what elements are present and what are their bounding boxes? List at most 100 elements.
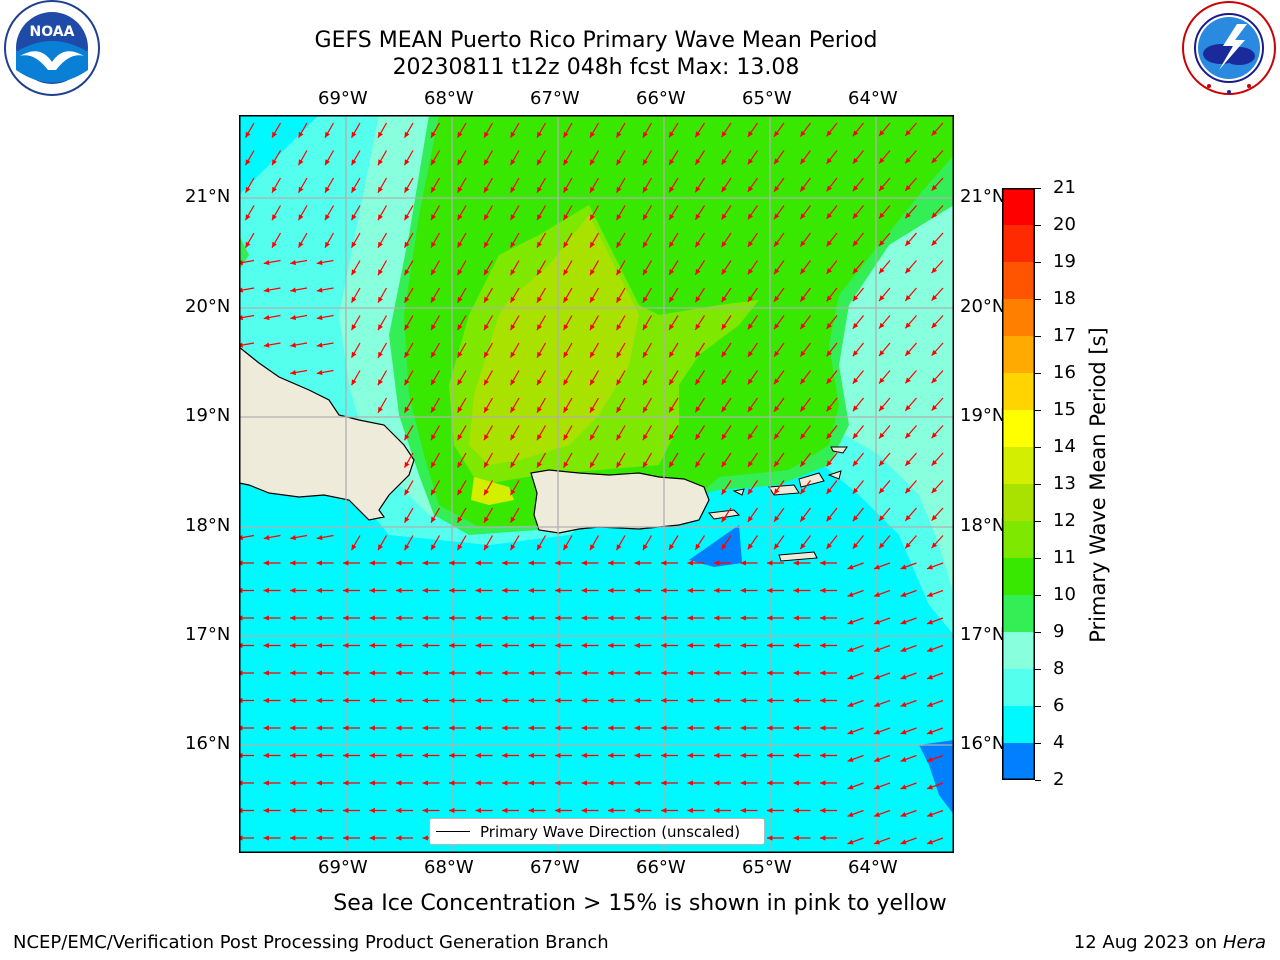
wave-arrow-head: [378, 131, 383, 138]
wave-arrow-head: [396, 615, 402, 621]
wave-arrow-head: [475, 697, 481, 704]
colorbar-tick-label: 12: [1053, 510, 1076, 531]
wave-arrow-head: [669, 241, 675, 248]
wave-arrow-head: [316, 587, 322, 594]
wave-arrow-head: [931, 322, 938, 329]
wave-arrow-head: [634, 615, 640, 621]
wave-arrow-head: [905, 405, 911, 411]
wave-arrow-head: [563, 461, 569, 468]
wave-arrow-head: [484, 434, 489, 441]
wave-arrow-head: [272, 131, 277, 138]
lat-label-right-16n: 16°N: [960, 733, 1006, 754]
wave-arrow-head: [590, 296, 595, 303]
wave-arrow-head: [793, 697, 799, 704]
wave-arrow-head: [510, 544, 516, 551]
colorbar-segment: [1002, 225, 1035, 263]
colorbar-segment: [1002, 373, 1035, 411]
colorbar-tick-mark: [1035, 447, 1041, 448]
colorbar-tick-label: 21: [1053, 177, 1076, 198]
wave-arrow-head: [484, 489, 489, 496]
wave-arrow-head: [484, 241, 489, 248]
wave-arrow-head: [422, 697, 428, 704]
wave-arrow-head: [826, 185, 832, 192]
wave-arrow-head: [449, 560, 455, 566]
wave-arrow-head: [714, 615, 720, 621]
lon-label-top-67w: 67°W: [530, 88, 580, 109]
wave-arrow-head: [879, 295, 885, 302]
wave-arrow-head: [369, 725, 375, 731]
wave-arrow-head: [290, 725, 296, 731]
wave-arrow-head: [343, 697, 349, 704]
wave-arrow-head: [290, 342, 297, 348]
wave-arrow-head: [475, 752, 481, 759]
colorbar-tick-label: 9: [1053, 621, 1065, 642]
wave-arrow-head: [800, 405, 806, 412]
wave-arrow-head: [879, 322, 885, 329]
wave-arrow-head: [378, 379, 383, 386]
wave-arrow-head: [826, 130, 832, 137]
wave-arrow-head: [774, 295, 780, 302]
wave-arrow-head: [502, 725, 508, 731]
wave-arrow-head: [457, 324, 463, 331]
wave-arrow-head: [449, 615, 455, 621]
wave-arrow-head: [537, 461, 542, 468]
wave-arrow-head: [852, 377, 859, 384]
wave-arrow-head: [774, 323, 780, 330]
wave-arrow-head: [826, 350, 832, 357]
wave-arrow-head: [687, 697, 693, 704]
wave-arrow-head: [351, 131, 357, 138]
colorbar-segment: [1002, 521, 1035, 559]
wave-arrow-head: [537, 241, 542, 248]
colorbar-segment: [1002, 336, 1035, 374]
wave-arrow-head: [510, 296, 516, 303]
wave-arrow-head: [820, 752, 826, 759]
wave-arrow-head: [879, 405, 885, 412]
wave-arrow-head: [879, 185, 885, 192]
wave-arrow-head: [800, 350, 806, 357]
wave-arrow-head: [555, 587, 561, 594]
sea-ice-caption: Sea Ice Concentration > 15% is shown in …: [333, 891, 947, 916]
wave-arrow-head: [826, 240, 832, 247]
wave-arrow-head: [852, 267, 859, 274]
wave-arrow-head: [740, 560, 746, 566]
wave-arrow-head: [847, 729, 854, 735]
wave-arrow-head: [263, 780, 269, 786]
wave-arrow-head: [826, 295, 832, 302]
wave-arrow-head: [422, 642, 428, 649]
lon-label-bottom-66w: 66°W: [636, 857, 686, 878]
wave-arrow-head: [396, 642, 402, 649]
wave-arrow-head: [457, 159, 463, 166]
wave-arrow-head: [642, 186, 648, 193]
wave-arrow-head: [774, 515, 780, 522]
wave-arrow-head: [581, 615, 587, 621]
wave-arrow-head: [740, 587, 746, 594]
wave-arrow-head: [879, 515, 885, 522]
wave-arrow-head: [905, 212, 911, 219]
wave-arrow-head: [431, 241, 436, 248]
wave-arrow-head: [852, 240, 859, 247]
wave-arrow-head: [369, 560, 375, 566]
wave-arrow-head: [800, 543, 806, 550]
lat-label-left-20n: 20°N: [185, 296, 231, 317]
wave-arrow-head: [510, 434, 516, 441]
wave-arrow-head: [290, 587, 296, 594]
wave-arrow-head: [298, 159, 304, 166]
wave-arrow-head: [484, 159, 489, 166]
wave-arrow-head: [900, 674, 907, 680]
wave-arrow-head: [826, 268, 832, 274]
wave-arrow-head: [590, 159, 595, 166]
wave-arrow-head: [343, 587, 349, 594]
wave-arrow-head: [484, 461, 489, 468]
wave-arrow-head: [847, 702, 854, 707]
wave-arrow-head: [528, 697, 534, 704]
wave-arrow-head: [555, 807, 561, 814]
wave-arrow-head: [669, 296, 675, 303]
wave-arrow-head: [874, 729, 880, 735]
wave-arrow-head: [695, 131, 701, 138]
wave-arrow-head: [695, 213, 701, 220]
wave-arrow-head: [905, 295, 911, 301]
wave-arrow-head: [537, 214, 542, 221]
wave-arrow-head: [879, 240, 885, 247]
wave-arrow-head: [767, 780, 773, 786]
wave-arrow-head: [774, 543, 780, 550]
